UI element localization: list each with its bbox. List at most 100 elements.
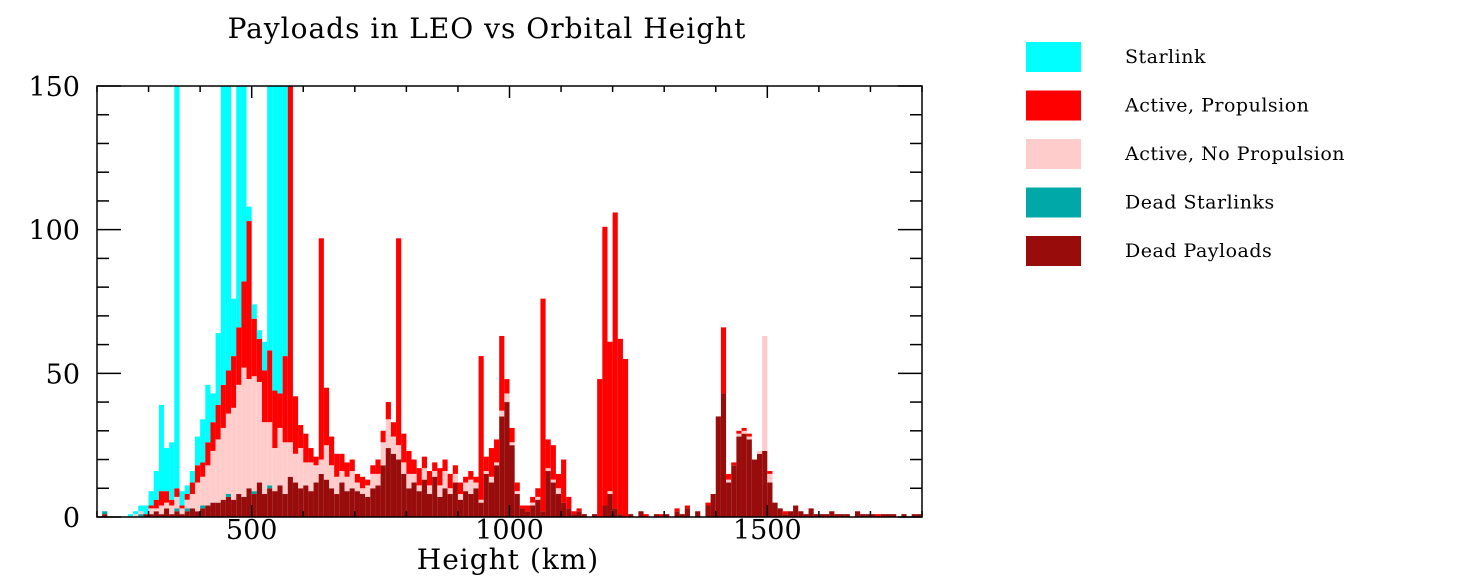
bar-active-propulsion <box>380 430 386 443</box>
bar-dead-payloads <box>602 505 608 517</box>
bar-dead-payloads <box>334 494 340 517</box>
bar-dead-payloads <box>468 494 474 517</box>
bar-active-no-propulsion <box>164 502 170 509</box>
bar-dead-payloads <box>457 499 464 517</box>
bar-active-propulsion <box>447 473 453 489</box>
legend-item: Starlink <box>1026 42 1205 72</box>
bar-dead-payloads <box>870 514 876 517</box>
bar-dead-payloads <box>617 514 623 517</box>
bar-active-no-propulsion <box>349 471 355 489</box>
bar-active-propulsion <box>684 505 690 509</box>
bar-dead-payloads <box>891 514 897 517</box>
bar-dead-starlinks <box>267 485 273 489</box>
bar-active-no-propulsion <box>158 505 165 515</box>
legend-item: Dead Payloads <box>1026 236 1272 266</box>
bar-dead-payloads <box>246 488 252 517</box>
bar-active-propulsion <box>514 482 520 492</box>
bar-dead-payloads <box>380 465 386 517</box>
bar-active-propulsion <box>329 436 335 466</box>
bar-starlink <box>148 491 154 506</box>
bar-active-propulsion <box>674 508 680 512</box>
bar-starlink <box>169 442 175 500</box>
bar-dead-payloads <box>504 402 510 517</box>
bar-dead-starlinks <box>200 505 206 509</box>
bar-active-propulsion <box>334 453 340 477</box>
bar-dead-payloads <box>308 491 314 517</box>
bar-active-propulsion <box>215 404 221 440</box>
bar-active-propulsion <box>220 384 226 428</box>
bar-dead-payloads <box>442 488 448 517</box>
bar-starlink <box>225 86 232 371</box>
bar-active-no-propulsion <box>746 436 752 440</box>
bar-active-no-propulsion <box>483 471 489 474</box>
bar-active-no-propulsion <box>416 485 422 492</box>
bar-starlink <box>267 86 273 351</box>
bar-active-propulsion <box>643 514 649 517</box>
legend-swatch <box>1026 139 1081 169</box>
bar-active-propulsion <box>612 212 618 509</box>
bar-dead-payloads <box>726 482 732 517</box>
bar-dead-payloads <box>478 502 484 517</box>
bar-active-propulsion <box>169 499 175 506</box>
legend-label: Active, No Propulsion <box>1124 143 1345 165</box>
bar-active-propulsion <box>194 465 201 483</box>
bar-active-no-propulsion <box>488 476 495 483</box>
bar-dead-payloads <box>772 502 778 517</box>
bar-active-no-propulsion <box>494 462 500 466</box>
bar-active-propulsion <box>427 471 433 486</box>
bar-active-no-propulsion <box>421 468 427 480</box>
bar-dead-payloads <box>710 494 716 517</box>
bar-active-propulsion <box>225 370 232 414</box>
bar-dead-payloads <box>406 488 412 517</box>
bar-active-propulsion <box>597 379 603 517</box>
bar-active-propulsion <box>298 425 304 449</box>
bar-active-propulsion <box>339 453 345 472</box>
bar-dead-payloads <box>514 494 520 517</box>
bar-dead-payloads <box>720 393 727 517</box>
bar-active-no-propulsion <box>323 445 330 480</box>
bar-active-propulsion <box>767 471 773 474</box>
bar-active-no-propulsion <box>184 499 190 509</box>
bar-active-propulsion <box>617 338 623 515</box>
legend-label: Dead Starlinks <box>1125 192 1275 214</box>
bar-dead-payloads <box>741 433 747 517</box>
bar-dead-payloads <box>473 488 479 517</box>
bar-active-propulsion <box>189 482 195 495</box>
bar-active-no-propulsion <box>736 433 742 437</box>
bar-active-propulsion <box>210 422 216 451</box>
legend-label: Dead Payloads <box>1125 240 1272 262</box>
bar-active-propulsion <box>468 471 474 480</box>
bar-active-no-propulsion <box>313 465 319 483</box>
bar-starlink <box>251 304 257 319</box>
bar-active-no-propulsion <box>174 496 180 509</box>
bar-active-no-propulsion <box>303 462 309 486</box>
bar-dead-payloads <box>169 514 175 517</box>
bar-active-no-propulsion <box>375 473 381 486</box>
bar-dead-payloads <box>272 491 278 517</box>
bar-dead-payloads <box>540 511 546 517</box>
bar-dead-payloads <box>561 502 567 517</box>
bar-active-propulsion <box>875 514 881 517</box>
bar-dead-starlinks <box>225 494 232 497</box>
bar-dead-payloads <box>282 494 288 517</box>
bar-active-propulsion <box>726 473 732 480</box>
bar-dead-payloads <box>174 511 180 517</box>
bar-dead-payloads <box>267 488 273 517</box>
bar-dead-payloads <box>844 514 850 517</box>
bar-active-no-propulsion <box>390 436 397 454</box>
bar-dead-payloads <box>483 473 489 517</box>
bar-dead-payloads <box>808 508 814 517</box>
bar-active-propulsion <box>488 448 495 477</box>
bar-active-propulsion <box>303 433 309 463</box>
bar-active-propulsion <box>720 327 727 394</box>
bar-active-no-propulsion <box>215 439 221 503</box>
bar-active-propulsion <box>153 499 159 509</box>
bar-active-propulsion <box>200 462 206 477</box>
y-tick-label: 150 <box>28 72 80 103</box>
bar-dead-payloads <box>664 514 670 517</box>
bar-dead-payloads <box>834 514 840 517</box>
bar-dead-payloads <box>225 496 232 517</box>
bar-dead-payloads <box>757 453 763 517</box>
bar-active-no-propulsion <box>380 442 386 466</box>
bar-active-no-propulsion <box>365 485 371 497</box>
